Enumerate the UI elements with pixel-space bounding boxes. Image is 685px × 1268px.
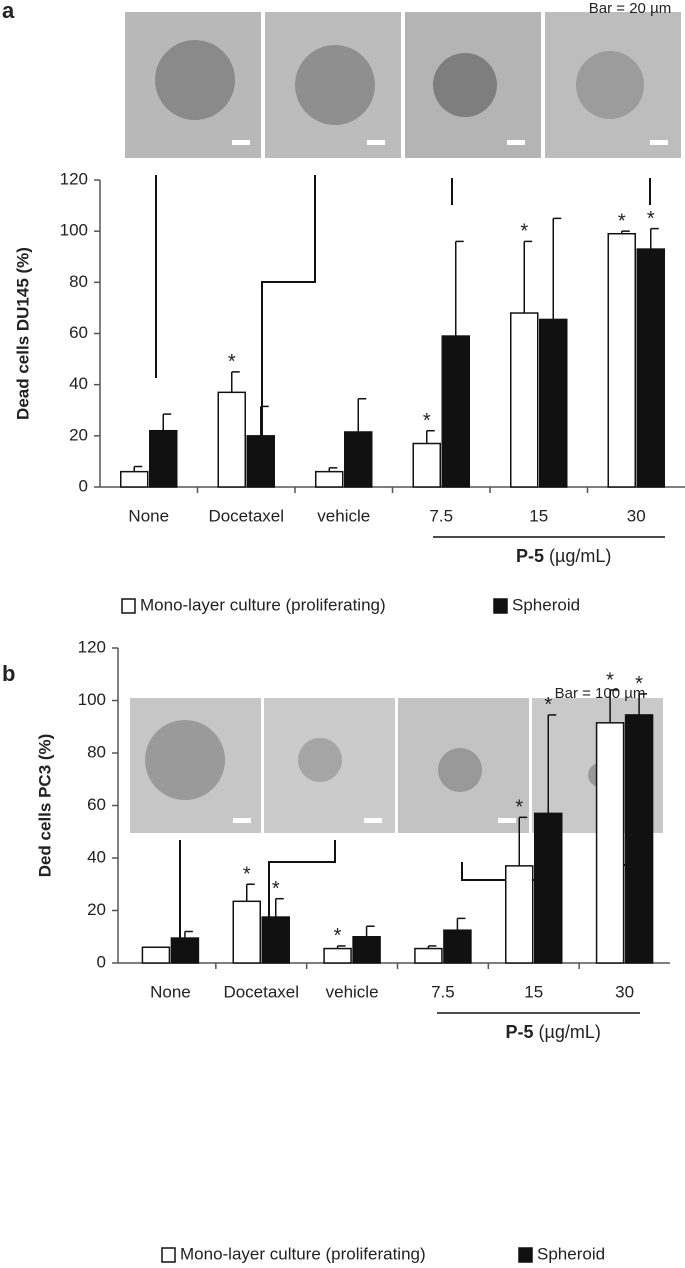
significance: * — [606, 669, 614, 691]
group-unit: (µg/mL) — [539, 1022, 601, 1042]
y-tick-label: 120 — [78, 637, 106, 656]
bar — [323, 947, 352, 964]
bar — [510, 312, 539, 488]
x-tick-label: None — [150, 982, 191, 1001]
y-axis-title: Ded cells PC3 (%) — [35, 734, 54, 878]
x-tick-label: 30 — [615, 982, 634, 1001]
bar — [232, 900, 261, 964]
bar — [261, 916, 290, 964]
bar — [534, 812, 563, 964]
y-tick-label: 120 — [60, 169, 88, 188]
significance: * — [618, 210, 626, 232]
significance: * — [544, 694, 552, 716]
x-tick-label: Docetaxel — [208, 506, 284, 525]
x-tick-label: Docetaxel — [223, 982, 299, 1001]
x-tick-label: 7.5 — [431, 982, 455, 1001]
bar — [217, 391, 246, 488]
bar — [414, 947, 443, 964]
micrographs-b — [130, 698, 663, 833]
y-tick-label: 80 — [87, 742, 106, 761]
group-label: P-5 — [516, 546, 544, 566]
bar — [505, 865, 534, 964]
x-tick-label: 7.5 — [429, 506, 453, 525]
group-label: P-5 — [505, 1022, 533, 1042]
micrographs-a — [125, 12, 681, 158]
legend-label: Spheroid — [512, 595, 580, 614]
brackets — [155, 175, 653, 960]
legend-swatch — [518, 1247, 533, 1263]
bar — [443, 929, 472, 964]
scale-note: Bar = 100 µm — [555, 685, 646, 702]
bar — [607, 232, 636, 488]
significance: * — [243, 864, 251, 886]
y-tick-label: 60 — [87, 795, 106, 814]
significance: * — [272, 878, 280, 900]
x-tick-label: vehicle — [317, 506, 370, 525]
bar — [246, 435, 275, 488]
bar — [344, 431, 373, 488]
legend-swatch — [493, 598, 508, 614]
bar — [595, 722, 625, 964]
bar — [636, 248, 665, 488]
bar — [315, 470, 344, 488]
x-tick-label: None — [128, 506, 169, 525]
significance: * — [515, 797, 523, 819]
panel-label: b — [2, 661, 15, 686]
significance: * — [423, 410, 431, 432]
legend-label: Mono-layer culture (proliferating) — [180, 1244, 426, 1263]
significance: * — [334, 925, 342, 947]
x-tick-label: 30 — [627, 506, 646, 525]
y-tick-label: 20 — [69, 425, 88, 444]
x-tick-label: 15 — [529, 506, 548, 525]
bar — [412, 442, 441, 488]
y-tick-label: 40 — [69, 374, 88, 393]
y-tick-label: 60 — [69, 323, 88, 342]
bar — [624, 714, 654, 964]
panel-label: a — [2, 0, 15, 23]
y-tick-label: 0 — [97, 952, 106, 971]
y-tick-label: 40 — [87, 847, 106, 866]
y-axis-title: Dead cells DU145 (%) — [13, 247, 32, 420]
y-tick-label: 100 — [78, 690, 106, 709]
legend-swatch — [161, 1247, 176, 1263]
legend-label: Mono-layer culture (proliferating) — [140, 595, 386, 614]
significance: * — [635, 673, 643, 695]
bar — [352, 936, 381, 964]
scale-note: Bar = 20 µm — [589, 0, 671, 17]
significance: * — [520, 221, 528, 243]
bar — [149, 429, 178, 488]
bar — [441, 335, 470, 488]
bar — [141, 946, 171, 964]
legend-label: Spheroid — [537, 1244, 605, 1263]
legend-swatch — [121, 598, 136, 614]
significance: * — [647, 208, 655, 230]
significance: * — [228, 351, 236, 373]
y-tick-label: 100 — [60, 221, 88, 240]
x-tick-label: 15 — [524, 982, 543, 1001]
x-tick-label: vehicle — [326, 982, 379, 1001]
y-tick-label: 0 — [79, 476, 88, 495]
bar — [539, 318, 568, 488]
group-unit: (µg/mL) — [549, 546, 611, 566]
y-tick-label: 80 — [69, 272, 88, 291]
bar — [120, 470, 149, 488]
bar — [170, 937, 200, 964]
y-tick-label: 20 — [87, 900, 106, 919]
